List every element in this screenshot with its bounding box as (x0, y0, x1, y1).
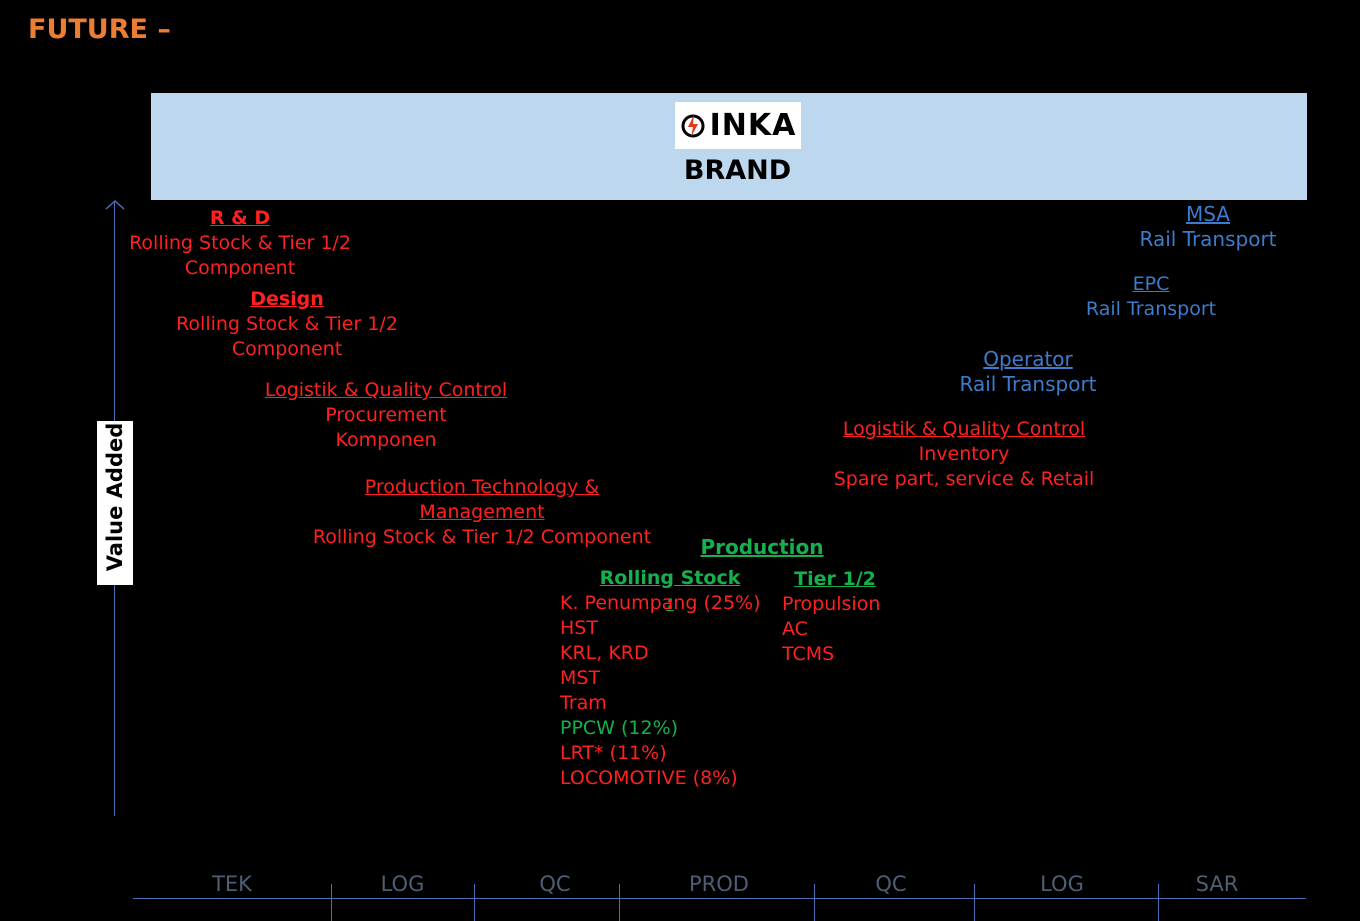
list-item: LOCOMOTIVE (8%) (560, 767, 738, 789)
stage-divider (331, 884, 332, 921)
stage-divider (619, 884, 620, 921)
list-item: KRL, KRD (560, 642, 649, 664)
msa-block: MSA Rail Transport (1118, 202, 1298, 252)
inka-logo-icon (681, 114, 705, 137)
stage-label-qc-2: QC (875, 872, 907, 896)
design-line2: Component (231, 338, 343, 360)
rolling-stock-heading: Rolling Stock : (599, 567, 741, 614)
epc-block: EPC Rail Transport (1061, 272, 1241, 322)
epc-heading: EPC (1132, 273, 1170, 295)
axis-arrowhead-icon (105, 199, 125, 210)
axis-label: Value Added (103, 422, 127, 572)
epc-line1: Rail Transport (1085, 298, 1217, 320)
logistik-inventory-heading: Logistik & Quality Control (842, 418, 1086, 440)
rnd-line1: Rolling Stock & Tier 1/2 (129, 232, 351, 254)
production-heading: Production (700, 535, 824, 559)
logo-text: INKA (709, 108, 797, 143)
logistik-inventory-line1: Inventory (918, 443, 1010, 465)
list-item: K. Penumpang (25%) (560, 592, 761, 614)
logistik-procurement-block: Logistik & Quality Control Procurement K… (246, 378, 526, 453)
list-item: LRT* (11%) (560, 742, 667, 764)
page-title: FUTURE – (28, 14, 171, 45)
stage-label-qc: QC (539, 872, 571, 896)
brand-banner: INKA BRAND (151, 93, 1307, 200)
logistik-procurement-line2: Komponen (335, 429, 437, 451)
operator-block: Operator Rail Transport (938, 347, 1118, 397)
operator-line1: Rail Transport (959, 372, 1097, 396)
stage-label-sar: SAR (1195, 872, 1239, 896)
logistik-inventory-block: Logistik & Quality Control Inventory Spa… (824, 417, 1104, 492)
stage-divider (474, 884, 475, 921)
production-technology-heading-2: Management (419, 501, 545, 523)
tier-list: Propulsion AC TCMS (782, 592, 922, 667)
stage-label-log: LOG (380, 872, 425, 896)
list-item: TCMS (782, 643, 835, 665)
rnd-line2: Component (184, 257, 296, 279)
list-item: HST (560, 617, 598, 639)
brand-label: BRAND (683, 155, 792, 186)
rolling-stock-list: K. Penumpang (25%) HST KRL, KRD MST Tram… (560, 591, 770, 791)
design-line1: Rolling Stock & Tier 1/2 (176, 313, 398, 335)
production-technology-line1: Rolling Stock & Tier 1/2 Component (312, 526, 652, 548)
msa-line1: Rail Transport (1139, 227, 1277, 251)
axis-label-box: Value Added (97, 421, 133, 585)
operator-heading: Operator (983, 347, 1073, 371)
stage-axis-line (133, 898, 1306, 899)
list-item: AC (782, 618, 808, 640)
stage-label-tek: TEK (212, 872, 252, 896)
list-item: Propulsion (782, 593, 881, 615)
inka-logo: INKA (675, 102, 801, 149)
design-block: Design Rolling Stock & Tier 1/2 Componen… (157, 287, 417, 362)
logistik-inventory-line2: Spare part, service & Retail (833, 468, 1095, 490)
design-heading: Design (250, 288, 324, 310)
stage-label-prod: PROD (689, 872, 749, 896)
stage-label-log-2: LOG (1040, 872, 1084, 896)
list-item: MST (560, 667, 601, 689)
tier-heading: Tier 1/2 (794, 568, 876, 590)
msa-heading: MSA (1185, 202, 1230, 226)
production-technology-block: Production Technology & Management Rolli… (302, 475, 662, 550)
logistik-procurement-heading: Logistik & Quality Control (264, 379, 508, 401)
list-item: Tram (560, 692, 607, 714)
stage-divider (974, 884, 975, 921)
rnd-block: R & D Rolling Stock & Tier 1/2 Component (110, 206, 370, 281)
stage-divider (814, 884, 815, 921)
rnd-heading: R & D (209, 207, 271, 229)
logistik-procurement-line1: Procurement (325, 404, 447, 426)
production-technology-heading-1: Production Technology & (364, 476, 600, 498)
stage-divider (1158, 884, 1159, 921)
list-item: PPCW (12%) (560, 717, 679, 739)
